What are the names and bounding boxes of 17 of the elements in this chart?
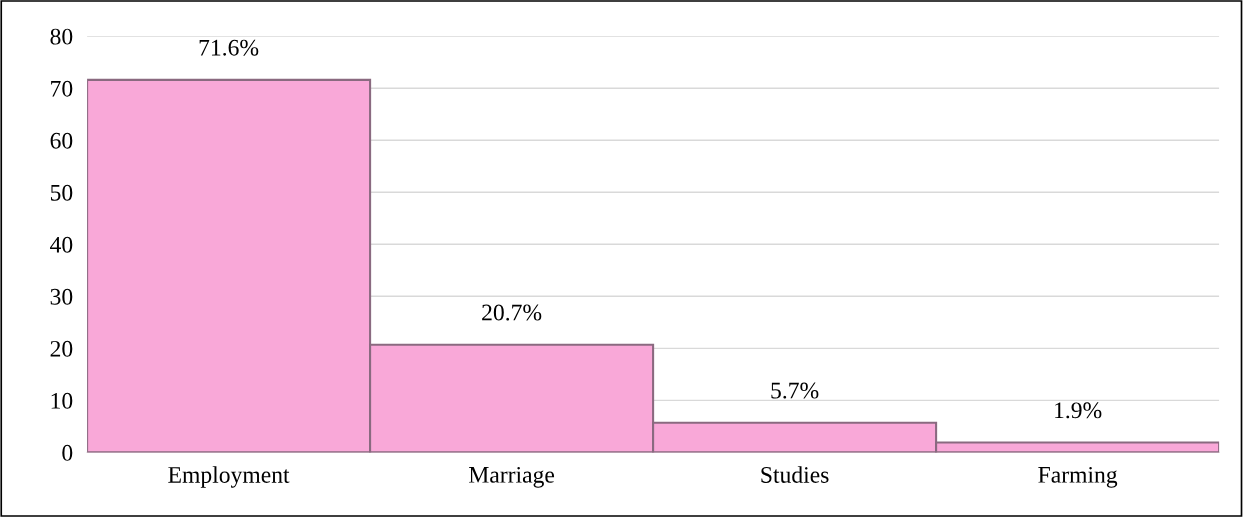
data-label: 71.6% bbox=[199, 39, 259, 56]
y-tick-label: 40 bbox=[50, 236, 73, 253]
y-tick-label: 80 bbox=[50, 28, 73, 45]
y-tick-label: 70 bbox=[51, 80, 73, 97]
x-tick-label: Farming bbox=[1038, 466, 1118, 488]
y-tick-label: 60 bbox=[50, 132, 73, 149]
x-tick-label: Employment bbox=[168, 466, 290, 488]
data-label: 5.7% bbox=[771, 382, 819, 399]
y-tick-label: 10 bbox=[51, 392, 73, 409]
y-tick-label: 50 bbox=[50, 184, 73, 201]
x-tick-label: Studies bbox=[761, 466, 829, 483]
y-tick-label: 30 bbox=[50, 288, 73, 305]
y-tick-label: 20 bbox=[50, 340, 73, 357]
data-label: 20.7% bbox=[482, 304, 542, 321]
x-tick-label: Marriage bbox=[469, 466, 555, 488]
y-tick-label: 0 bbox=[62, 444, 73, 461]
data-label: 1.9% bbox=[1055, 402, 1102, 419]
